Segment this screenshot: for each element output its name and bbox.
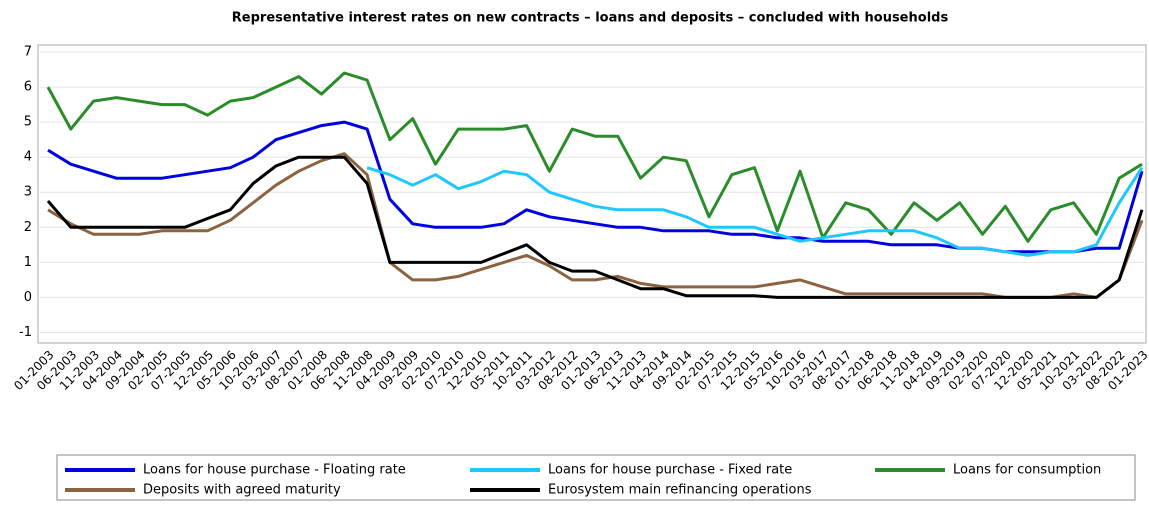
y-tick-label: 7 (24, 45, 32, 60)
series-line (47, 120, 1144, 254)
y-tick-label: 0 (24, 290, 32, 305)
legend-label: Loans for house purchase - Fixed rate (548, 463, 792, 478)
plot-frame (37, 44, 1147, 344)
legend-label: Eurosystem main refinancing operations (548, 483, 812, 498)
legend-label: Deposits with agreed maturity (143, 483, 341, 498)
legend-label: Loans for house purchase - Floating rate (143, 463, 406, 478)
legend-box (56, 454, 1136, 501)
y-tick-label: 2 (24, 220, 32, 235)
y-tick-label: 6 (24, 80, 32, 95)
series-line (46, 71, 1143, 243)
chart-title: Representative interest rates on new con… (232, 11, 949, 26)
y-tick-label: 4 (24, 150, 32, 165)
y-tick-label: 5 (24, 115, 32, 130)
series-line (46, 155, 1144, 299)
legend-label: Loans for consumption (953, 463, 1101, 478)
y-tick-label: 3 (24, 185, 32, 200)
series-line (47, 152, 1144, 299)
series-line (366, 166, 1144, 257)
y-tick-label: -1 (19, 325, 32, 340)
y-tick-label: 1 (24, 255, 32, 270)
